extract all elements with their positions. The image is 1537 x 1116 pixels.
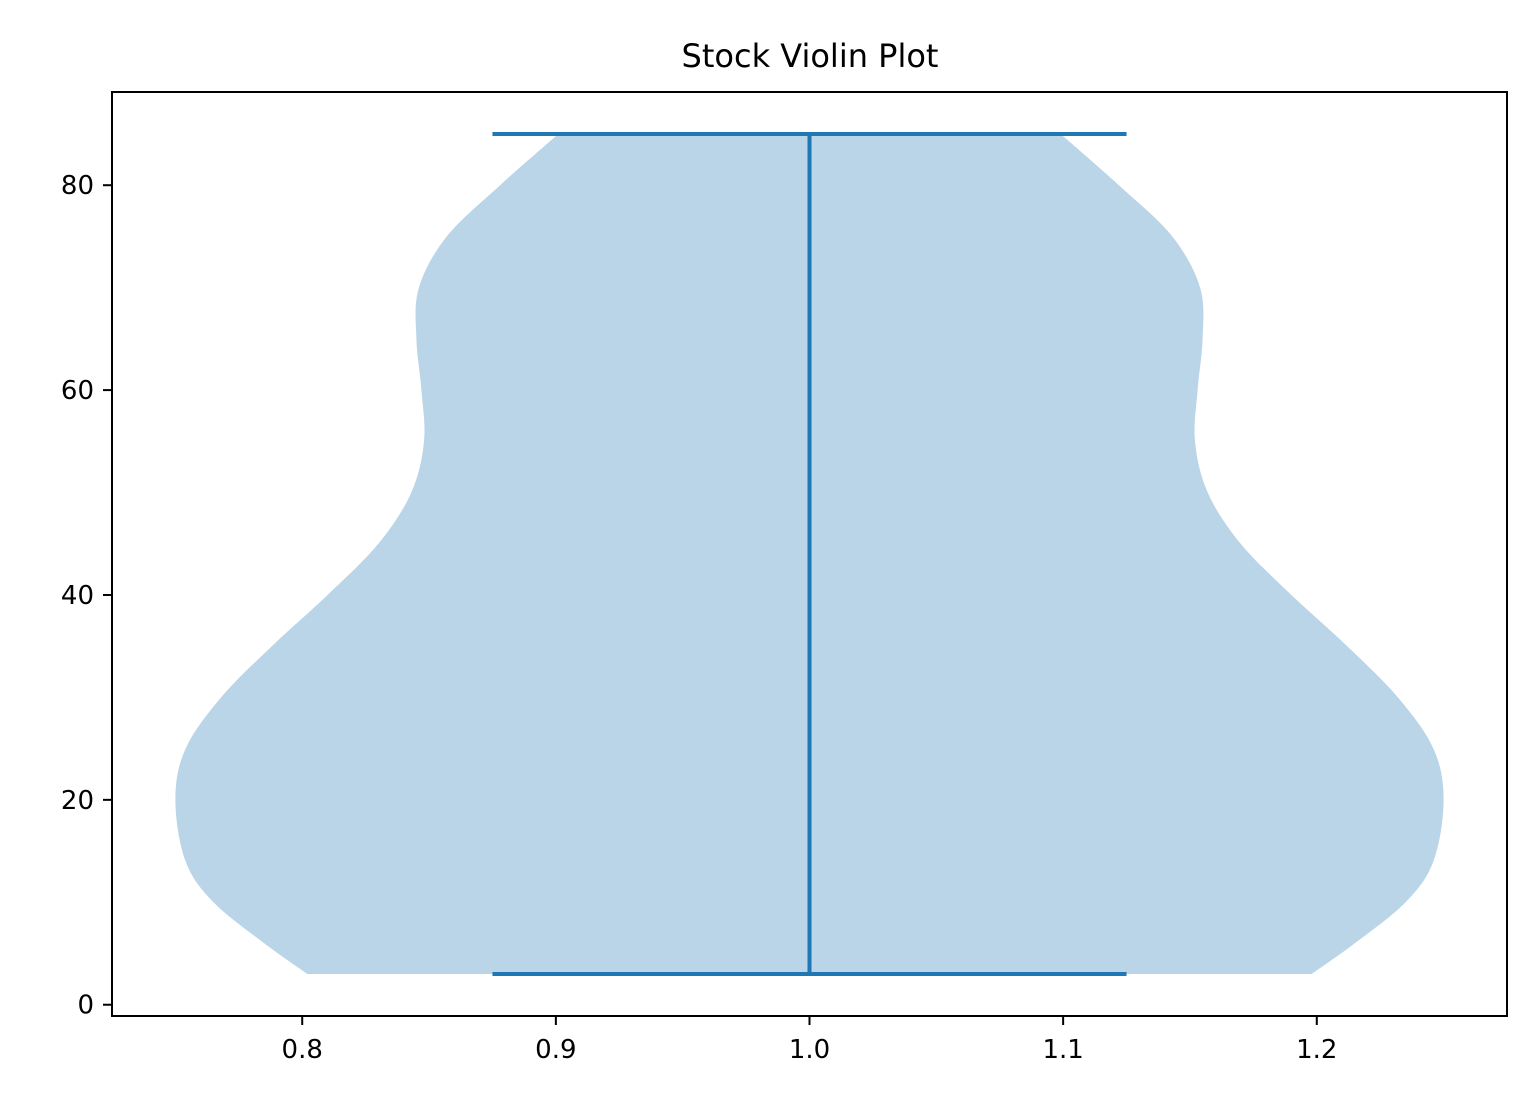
x-tick-label: 0.9 — [535, 1035, 576, 1065]
x-tick-label: 1.1 — [1042, 1035, 1083, 1065]
x-tick-label: 1.0 — [789, 1035, 830, 1065]
y-tick-label: 40 — [61, 581, 94, 611]
y-tick-label: 0 — [77, 991, 94, 1021]
x-axis: 0.8 0.9 1.0 1.1 1.2 — [282, 1016, 1337, 1065]
y-axis: 0 20 40 60 80 — [61, 171, 112, 1021]
x-tick-label: 0.8 — [282, 1035, 323, 1065]
y-tick-label: 60 — [61, 376, 94, 406]
y-tick-label: 80 — [61, 171, 94, 201]
y-tick-label: 20 — [61, 786, 94, 816]
plot-area — [175, 132, 1444, 976]
x-tick-label: 1.2 — [1296, 1035, 1337, 1065]
chart-title: Stock Violin Plot — [682, 37, 939, 75]
